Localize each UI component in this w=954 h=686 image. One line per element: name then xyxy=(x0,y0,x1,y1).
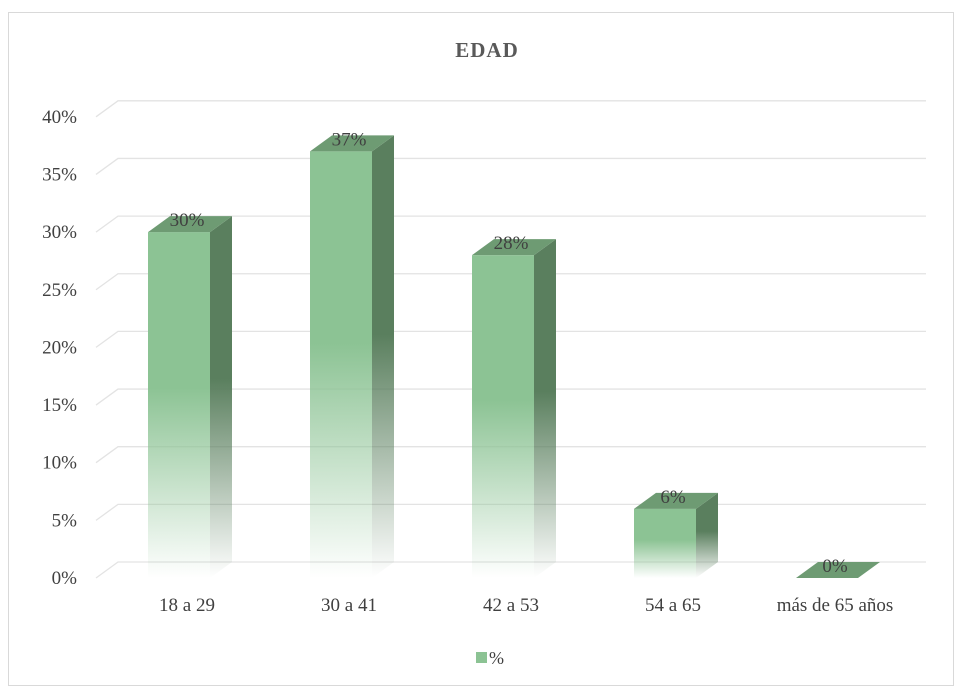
y-tick-label: 15% xyxy=(42,395,77,416)
bar-front xyxy=(310,151,372,578)
data-label: 37% xyxy=(332,129,367,150)
y-tick-label: 5% xyxy=(52,510,78,531)
y-tick-label: 0% xyxy=(52,568,78,589)
chart-title: EDAD xyxy=(455,38,519,62)
bar xyxy=(472,239,556,578)
data-label: 30% xyxy=(170,210,205,231)
y-axis-ticks: 0% 5% 10% 15% 20% 25% 30% 35% 40% xyxy=(42,107,77,589)
bars xyxy=(148,135,880,578)
y-tick-label: 25% xyxy=(42,280,77,301)
bar-top xyxy=(148,216,232,233)
bar-top xyxy=(472,239,556,256)
bar xyxy=(310,135,394,578)
y-tick-label: 40% xyxy=(42,107,77,128)
legend-label: % xyxy=(489,648,504,668)
y-tick-label: 30% xyxy=(42,222,77,243)
gridline xyxy=(95,157,926,175)
x-tick-label: 18 a 29 xyxy=(159,595,215,616)
data-label: 0% xyxy=(822,556,848,577)
data-labels: 30% 37% 28% 6% 0% xyxy=(170,129,848,577)
x-tick-label: más de 65 años xyxy=(777,595,894,616)
bar xyxy=(796,562,880,578)
bar xyxy=(634,492,718,578)
bar-front xyxy=(472,255,534,578)
x-tick-label: 30 a 41 xyxy=(321,595,377,616)
bar-front xyxy=(634,508,696,578)
legend-swatch xyxy=(476,652,487,663)
gridline xyxy=(95,100,926,118)
gridline xyxy=(95,388,926,406)
gridline xyxy=(95,330,926,348)
bar-side xyxy=(534,239,556,578)
bar xyxy=(148,216,232,578)
bar-side xyxy=(372,135,394,578)
bar-top xyxy=(796,562,880,578)
data-label: 28% xyxy=(494,233,529,254)
x-tick-label: 54 a 65 xyxy=(645,595,701,616)
y-tick-label: 35% xyxy=(42,164,77,185)
x-axis-ticks: 18 a 29 30 a 41 42 a 53 54 a 65 más de 65 añ… xyxy=(159,595,893,616)
bar-top xyxy=(310,135,394,152)
bar-side xyxy=(696,492,718,578)
bar-front xyxy=(148,232,210,578)
gridline xyxy=(95,273,926,291)
gridline xyxy=(95,215,926,233)
bar-side xyxy=(210,216,232,578)
y-tick-label: 10% xyxy=(42,453,77,474)
gridline xyxy=(95,446,926,464)
bar-top xyxy=(634,492,718,509)
y-tick-label: 20% xyxy=(42,337,77,358)
data-label: 6% xyxy=(660,487,686,508)
x-tick-label: 42 a 53 xyxy=(483,595,539,616)
legend: % xyxy=(476,648,504,668)
